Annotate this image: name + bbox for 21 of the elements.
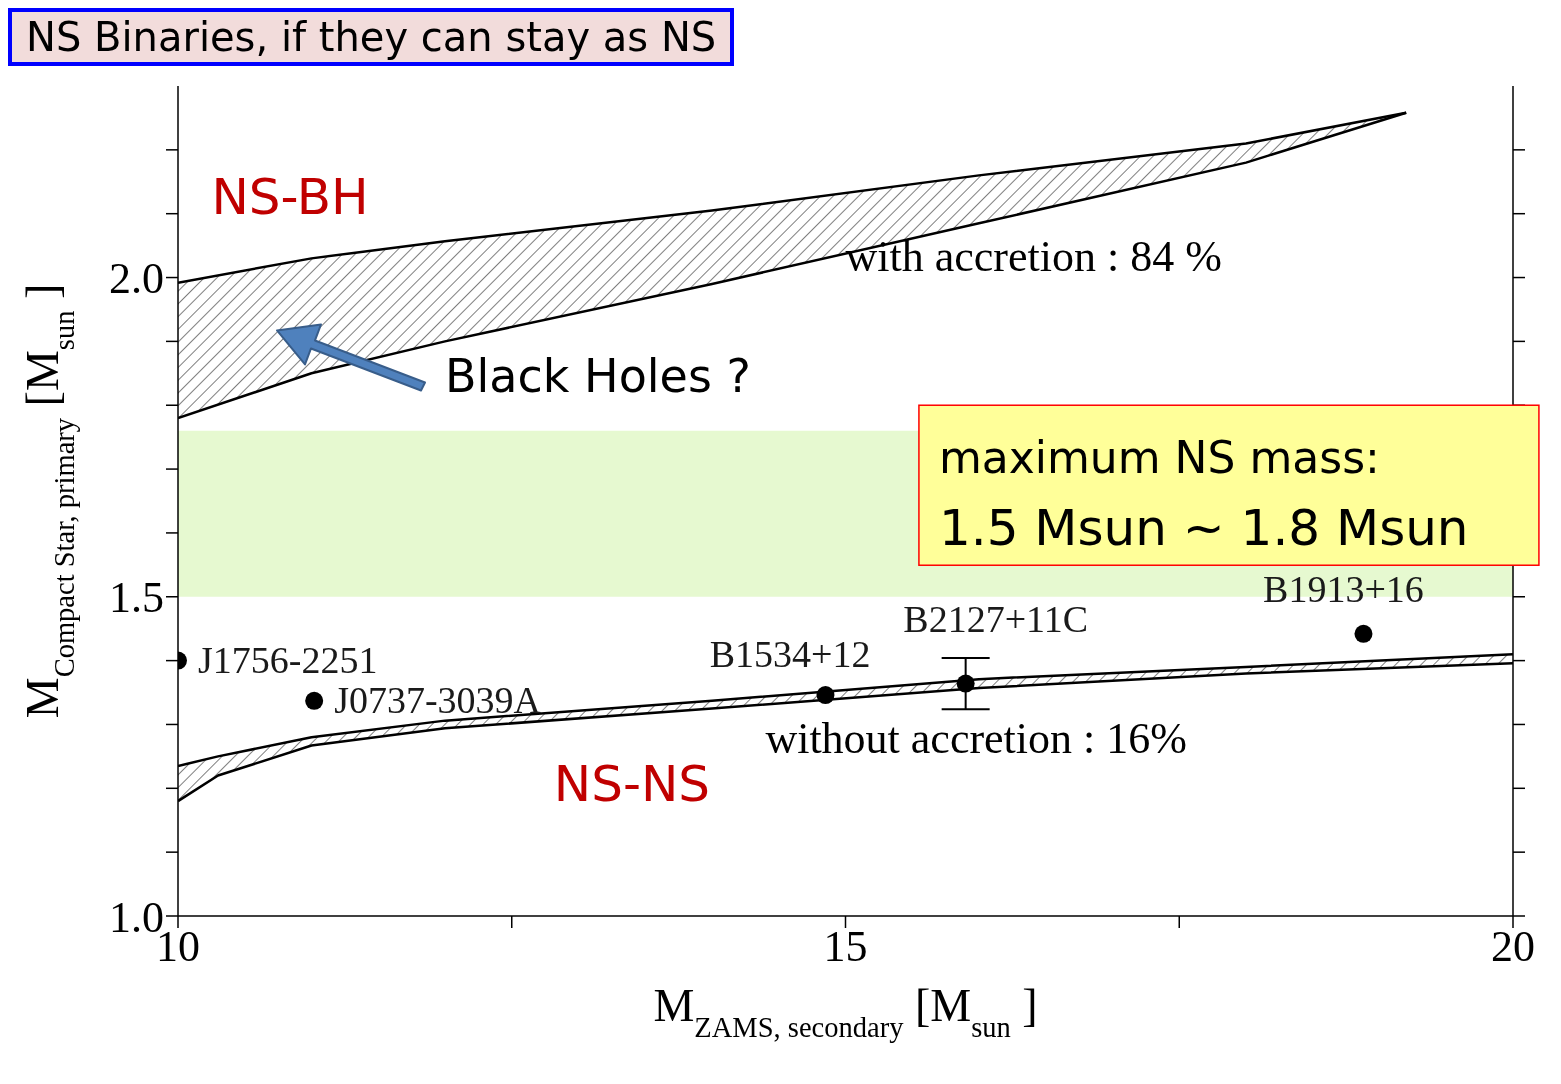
- point: [1354, 624, 1373, 643]
- annotation: J0737-3039A: [334, 678, 542, 721]
- annotation: B2127+11C: [903, 597, 1089, 640]
- chart-title: NS Binaries, if they can stay as NS: [8, 8, 735, 66]
- x-tick-label: 20: [1491, 922, 1535, 972]
- annotation: with accretion : 84 %: [845, 232, 1222, 282]
- annotation: maximum NS mass: 1.5 Msun ~ 1.8 Msun: [938, 432, 1469, 558]
- annotation: B1534+12: [709, 633, 871, 676]
- annotation: NS-BH: [211, 167, 369, 226]
- annotation: Black Holes ?: [445, 349, 751, 404]
- x-axis-title: M$_{ZAMS, secondary}$ [M$_{sun}$]: [653, 980, 1038, 1043]
- point: [956, 674, 975, 693]
- y-tick-label: 1.5: [109, 573, 164, 623]
- point: [305, 691, 324, 710]
- y-tick-label: 2.0: [109, 254, 164, 304]
- annotation: without accretion : 16%: [765, 714, 1187, 764]
- point: [816, 686, 835, 705]
- x-tick-label: 15: [823, 922, 868, 972]
- annotation: B1913+16: [1263, 567, 1424, 610]
- annotation: NS-NS: [553, 755, 711, 814]
- annotation: J1756-2251: [198, 638, 378, 681]
